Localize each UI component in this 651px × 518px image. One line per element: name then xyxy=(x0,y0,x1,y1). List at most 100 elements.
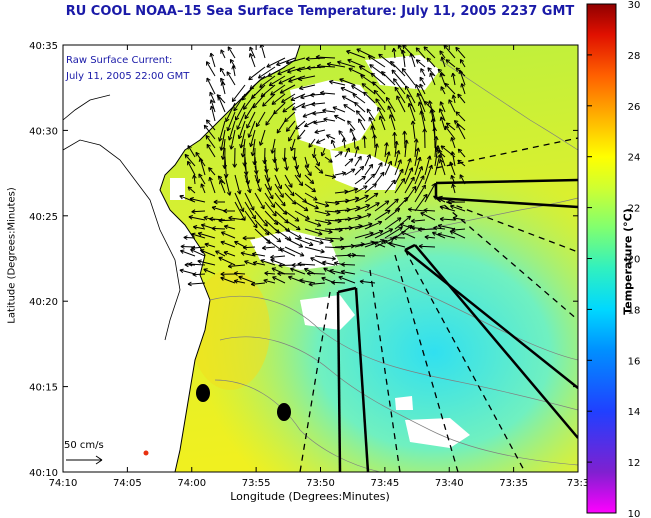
current-vector-head xyxy=(457,159,462,162)
current-vector xyxy=(354,146,359,158)
current-vector xyxy=(270,259,286,266)
current-vector xyxy=(264,183,274,200)
current-vector xyxy=(394,168,404,185)
current-vector-head xyxy=(335,202,340,206)
current-vector xyxy=(434,154,441,176)
current-vector-head xyxy=(366,213,371,215)
current-vector xyxy=(270,84,286,96)
current-vector-head xyxy=(402,67,407,71)
current-vector-head xyxy=(429,109,432,114)
current-vector-head xyxy=(373,241,377,246)
current-vector-head xyxy=(429,100,433,104)
current-vector-head xyxy=(260,206,265,210)
current-vector-head xyxy=(277,273,282,277)
current-vector-head xyxy=(407,208,412,212)
current-vector-head xyxy=(211,206,216,211)
current-vector-head xyxy=(347,254,352,258)
current-vector xyxy=(243,93,256,110)
current-vector-head xyxy=(296,174,301,178)
current-vector xyxy=(271,267,286,275)
current-vector-head xyxy=(198,157,201,163)
current-vector-head xyxy=(232,99,237,103)
current-vector-head xyxy=(302,116,308,118)
current-vector xyxy=(443,45,456,59)
current-vector-head xyxy=(331,280,336,283)
current-vector xyxy=(254,210,268,227)
current-vector-head xyxy=(369,64,374,66)
current-vector-head xyxy=(301,252,305,257)
current-vector-head xyxy=(431,183,436,187)
current-vector-head xyxy=(457,94,459,99)
current-vector-head xyxy=(391,179,396,183)
current-vector xyxy=(364,183,377,194)
current-vector xyxy=(219,180,226,194)
current-vector-head xyxy=(361,83,365,88)
current-vector-head xyxy=(399,223,404,228)
current-vector-head xyxy=(240,208,244,213)
current-vector xyxy=(294,237,314,246)
current-vector xyxy=(241,84,256,101)
current-vector xyxy=(331,139,336,149)
current-vector xyxy=(254,228,271,244)
current-vector-head xyxy=(272,158,275,163)
current-vector xyxy=(254,174,261,192)
current-vector-head xyxy=(459,69,464,74)
current-vector-head xyxy=(271,150,276,154)
current-vector xyxy=(334,191,349,194)
current-vector-head xyxy=(288,236,292,241)
current-vector-head xyxy=(368,163,373,167)
current-vector-head xyxy=(418,244,423,247)
current-vector-head xyxy=(264,272,269,276)
current-vector-head xyxy=(326,211,331,216)
current-vector xyxy=(288,75,306,83)
current-vector-head xyxy=(210,52,215,57)
current-vector-head xyxy=(322,261,326,266)
current-vector-head xyxy=(387,160,392,164)
current-vector xyxy=(434,145,439,167)
current-vector xyxy=(364,164,374,176)
current-vector xyxy=(277,66,296,75)
current-vector xyxy=(457,159,466,167)
current-vector-head xyxy=(457,159,460,164)
current-vector xyxy=(244,165,249,185)
current-vector xyxy=(449,161,456,176)
current-vector-head xyxy=(327,223,332,226)
current-vector-head xyxy=(257,188,261,192)
current-vector xyxy=(414,138,417,158)
colorbar-tick-label: 12 xyxy=(628,458,641,469)
current-vector-head xyxy=(339,78,344,80)
current-vector xyxy=(215,250,226,257)
current-vector-head xyxy=(340,262,345,265)
current-vector-head xyxy=(411,220,416,224)
current-vector xyxy=(258,66,276,79)
current-vector-head xyxy=(305,56,310,60)
current-vector-head xyxy=(297,76,302,80)
current-vector-head xyxy=(209,105,212,111)
current-vector-head xyxy=(219,138,223,142)
current-vector-head xyxy=(415,83,420,88)
current-vector-head xyxy=(394,198,399,201)
current-vector xyxy=(244,201,256,220)
current-vector xyxy=(359,280,376,284)
current-vector xyxy=(354,223,373,230)
current-vector-head xyxy=(321,277,325,282)
current-vector xyxy=(438,196,456,203)
current-vector-head xyxy=(356,205,361,208)
current-vector-head xyxy=(332,256,336,260)
current-vector-head xyxy=(258,141,261,146)
current-vector-head xyxy=(250,281,255,285)
current-vector-head xyxy=(200,183,205,187)
current-vector-head xyxy=(242,245,247,249)
current-vector xyxy=(283,147,286,162)
current-vector-head xyxy=(333,115,338,120)
current-vector-head xyxy=(408,207,413,210)
current-vector xyxy=(284,246,305,257)
current-vector-head xyxy=(227,263,232,267)
current-vector-head xyxy=(321,276,326,279)
current-vector-head xyxy=(287,71,292,74)
current-vector-head xyxy=(208,167,213,170)
current-vector xyxy=(304,156,309,168)
current-vector-head xyxy=(320,92,324,96)
current-vector-head xyxy=(416,59,421,62)
current-vector xyxy=(364,202,380,212)
